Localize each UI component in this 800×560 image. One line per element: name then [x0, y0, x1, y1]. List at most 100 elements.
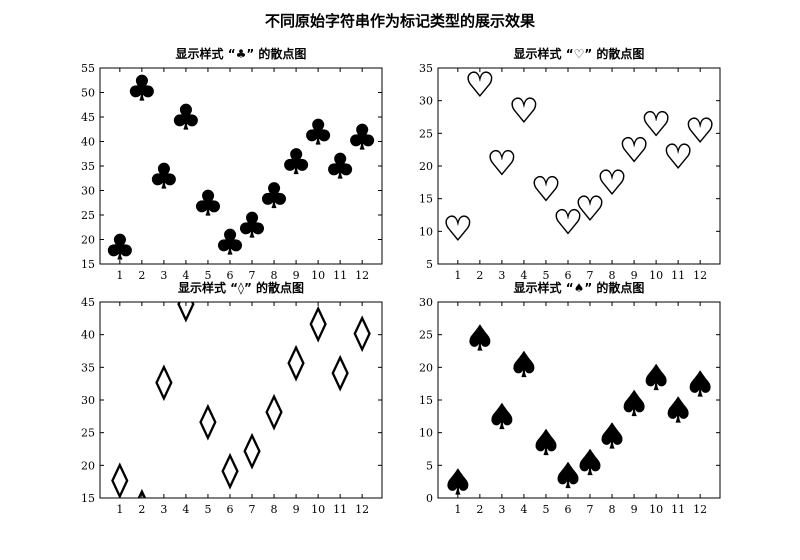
subplot-title: 显示样式 “◊” 的散点图	[178, 280, 304, 295]
x-tick-label: 2	[476, 269, 483, 282]
x-tick-label: 3	[498, 503, 505, 516]
scatter-point: ♡	[641, 105, 671, 145]
y-tick-label: 15	[419, 193, 433, 206]
y-tick-label: 15	[81, 492, 95, 505]
x-tick-label: 5	[542, 269, 549, 282]
scatter-point: ♡	[465, 66, 495, 106]
y-tick-label: 25	[81, 209, 95, 222]
scatter-point: ◊	[354, 313, 371, 353]
x-tick-label: 8	[271, 503, 278, 516]
scatter-point: ◊	[266, 391, 283, 431]
x-tick-label: 12	[693, 503, 707, 516]
scatter-point: ♣	[171, 98, 201, 138]
y-tick-label: 15	[81, 258, 95, 271]
scatter-point: ♡	[487, 144, 517, 184]
y-tick-label: 50	[81, 87, 95, 100]
x-tick-label: 6	[226, 269, 233, 282]
x-tick-label: 6	[226, 503, 233, 516]
scatter-point: ♡	[685, 111, 715, 151]
scatter-point: ♠	[531, 424, 561, 464]
scatter-point: ♡	[575, 190, 605, 230]
scatter-point: ◊	[178, 283, 195, 323]
scatter-point: ◊	[332, 352, 349, 392]
y-tick-label: 35	[81, 361, 95, 374]
y-tick-label: 5	[426, 258, 433, 271]
y-tick-label: 15	[419, 394, 433, 407]
x-tick-label: 4	[520, 503, 527, 516]
x-tick-label: 9	[293, 503, 300, 516]
x-tick-label: 6	[564, 503, 571, 516]
x-tick-label: 4	[182, 503, 189, 516]
scatter-point: ♣	[303, 113, 333, 153]
x-tick-label: 5	[204, 503, 211, 516]
x-tick-label: 8	[609, 269, 616, 282]
scatter-point: ♠	[619, 385, 649, 425]
subplot-1: 显示样式 “♣” 的散点图♣♣♣♣♣♣♣♣♣♣♣♣1 2 3 4 5 6 7 8 9 10 11 12…	[81, 46, 383, 282]
y-tick-label: 10	[419, 427, 433, 440]
scatter-points: ♡♡♡♡♡♡♡♡♡♡♡♡	[442, 66, 715, 250]
y-tick-label: 20	[81, 234, 95, 247]
scatter-point: ♠	[663, 391, 693, 431]
x-tick-label: 2	[476, 503, 483, 516]
x-tick-label: 12	[355, 269, 369, 282]
scatter-point: ◊	[155, 362, 172, 402]
x-tick-label: 9	[293, 269, 300, 282]
x-tick-label: 7	[249, 269, 256, 282]
x-tick-label: 5	[204, 269, 211, 282]
scatter-point: ♠	[641, 358, 671, 398]
y-tick-label: 40	[81, 136, 95, 149]
scatter-point: ♠	[575, 443, 605, 483]
scatter-point: ♡	[553, 203, 583, 243]
y-tick-label: 35	[419, 62, 433, 75]
scatter-point: ♠	[509, 345, 539, 385]
scatter-point: ◊	[200, 401, 217, 441]
x-tick-label: 10	[649, 269, 663, 282]
scatter-point: ♣	[193, 184, 223, 224]
scatter-point: ♣	[105, 228, 135, 268]
x-tick-label: 3	[160, 503, 167, 516]
x-tick-label: 10	[649, 503, 663, 516]
x-tick-label: 11	[333, 503, 347, 516]
x-tick-label: 4	[182, 269, 189, 282]
scatter-point: ♠	[443, 463, 473, 503]
scatter-points: ♣♣♣♣♣♣♣♣♣♣♣♣	[104, 68, 378, 268]
scatter-point: ♡	[619, 131, 649, 171]
subplot-2: 显示样式 “♡” 的散点图♡♡♡♡♡♡♡♡♡♡♡♡1 2 3 4 5 6 7 8 9 10 11 12…	[419, 46, 721, 282]
x-tick-label: 5	[542, 503, 549, 516]
y-tick-label: 30	[81, 185, 95, 198]
scatter-point: ♠	[465, 319, 495, 359]
y-tick-label: 55	[81, 62, 95, 75]
scatter-point: ◊	[288, 342, 305, 382]
scatter-point: ◊	[111, 460, 128, 500]
x-tick-label: 9	[631, 503, 638, 516]
scatter-point: ♣	[325, 147, 355, 187]
scatter-points: ♠♠♠♠♠♠♠♠♠♠♠♠	[442, 319, 716, 503]
y-tick-label: 25	[81, 427, 95, 440]
x-tick-label: 8	[609, 503, 616, 516]
x-tick-label: 12	[355, 503, 369, 516]
subplot-title: 显示样式 “♠” 的散点图	[514, 280, 645, 295]
scatter-point: ♣	[259, 177, 289, 217]
y-tick-label: 10	[419, 225, 433, 238]
x-tick-label: 7	[587, 503, 594, 516]
y-tick-label: 20	[81, 459, 95, 472]
y-tick-label: 25	[419, 127, 433, 140]
y-tick-label: 35	[81, 160, 95, 173]
scatter-point: ◊	[222, 450, 239, 490]
subplot-3: 显示样式 “◊” 的散点图◊◊◊◊◊◊ ◊◊◊◊◊◊1 2 3 4 5 6 7 8 9 10 11 12…	[81, 280, 383, 516]
y-tick-label: 45	[81, 296, 95, 309]
figure-title: 不同原始字符串作为标记类型的展示效果	[265, 12, 536, 30]
scatter-point: ♣	[347, 118, 377, 158]
x-tick-label: 7	[587, 269, 594, 282]
scatter-point: ♣	[215, 223, 245, 263]
x-tick-label: 10	[311, 503, 325, 516]
scatter-point: ♠	[685, 365, 715, 405]
scatter-point: ♡	[663, 137, 693, 177]
x-tick-label: 2	[138, 503, 145, 516]
scatter-points: ◊◊◊◊◊◊ ◊◊◊◊◊◊	[111, 283, 371, 500]
x-tick-label: 3	[498, 269, 505, 282]
scatter-point: ♡	[509, 92, 539, 132]
y-tick-label: 0	[426, 492, 433, 505]
